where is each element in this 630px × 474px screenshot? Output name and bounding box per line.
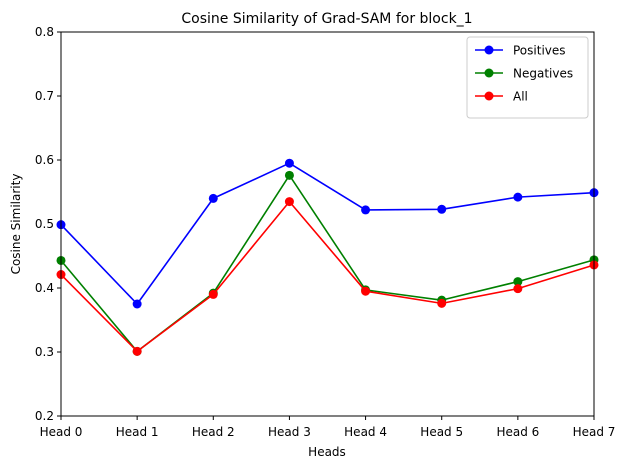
data-point (437, 204, 447, 214)
data-point (208, 289, 218, 299)
x-tick-label: Head 6 (496, 425, 539, 439)
data-point (513, 192, 523, 202)
y-tick-label: 0.5 (35, 217, 54, 231)
x-tick-label: Head 0 (40, 425, 83, 439)
y-tick-label: 0.6 (35, 153, 54, 167)
plot-area: 0.2 0.3 0.4 0.5 0.6 0.7 0.8 Head 0 Head 1 Head 2 H… (35, 25, 616, 439)
y-tick-label: 0.4 (35, 281, 54, 295)
data-point (513, 284, 523, 294)
legend-label: Positives (513, 44, 566, 58)
y-tick-label: 0.3 (35, 345, 54, 359)
x-tick-label: Head 7 (573, 425, 616, 439)
series-line-positives (60, 162, 595, 305)
series-line-all (60, 200, 595, 353)
data-point (513, 277, 523, 287)
chart-title: Cosine Similarity of Grad-SAM for block_… (181, 11, 472, 27)
data-point (132, 346, 142, 356)
data-point (208, 193, 218, 203)
legend-marker (484, 45, 494, 55)
data-point (361, 286, 371, 296)
y-tick-label: 0.8 (35, 25, 54, 39)
data-point (437, 298, 447, 308)
x-tick-label: Head 3 (268, 425, 311, 439)
x-tick-label: Head 5 (420, 425, 463, 439)
legend-label: All (513, 90, 528, 104)
y-axis-label: Cosine Similarity (9, 174, 23, 275)
y-tick-label: 0.7 (35, 89, 54, 103)
x-tick-label: Head 2 (192, 425, 235, 439)
data-point (284, 170, 294, 180)
data-point (284, 197, 294, 207)
legend-marker (484, 91, 494, 101)
data-point (284, 158, 294, 168)
data-point (132, 299, 142, 309)
legend-label: Negatives (513, 67, 573, 81)
data-point (361, 205, 371, 215)
x-tick-label: Head 4 (344, 425, 387, 439)
plot-frame (60, 31, 595, 417)
x-axis-label: Heads (308, 445, 346, 459)
y-tick-label: 0.2 (35, 409, 54, 423)
legend-marker (484, 68, 494, 78)
x-tick-label: Head 1 (116, 425, 159, 439)
legend: Positives Negatives All (466, 36, 589, 119)
legend-box (466, 36, 589, 119)
